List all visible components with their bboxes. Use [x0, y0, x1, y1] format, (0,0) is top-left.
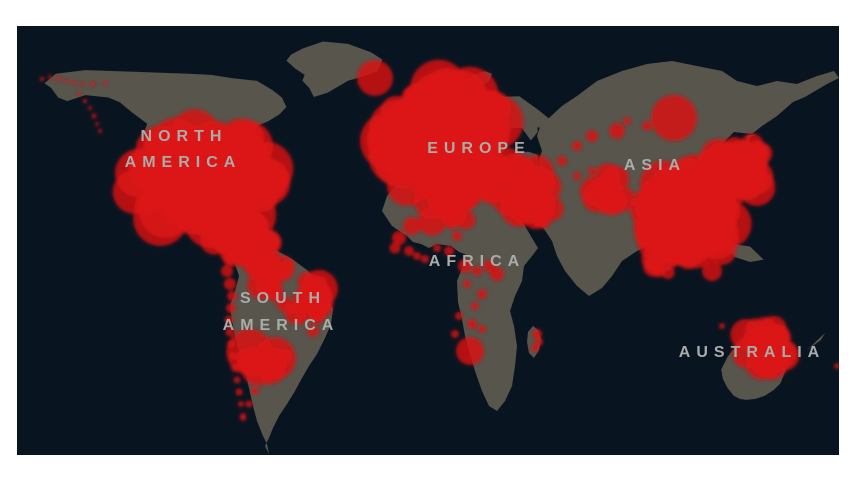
svg-text:AUSTRALIA: AUSTRALIA — [679, 344, 825, 361]
svg-text:ASIA: ASIA — [624, 157, 686, 174]
svg-text:NORTH: NORTH — [141, 128, 228, 145]
svg-text:AMERICA: AMERICA — [125, 154, 242, 171]
svg-text:AFRICA: AFRICA — [429, 253, 525, 270]
svg-text:AMERICA: AMERICA — [223, 317, 340, 334]
svg-text:EUROPE: EUROPE — [427, 140, 531, 157]
svg-text:SOUTH: SOUTH — [240, 290, 326, 307]
